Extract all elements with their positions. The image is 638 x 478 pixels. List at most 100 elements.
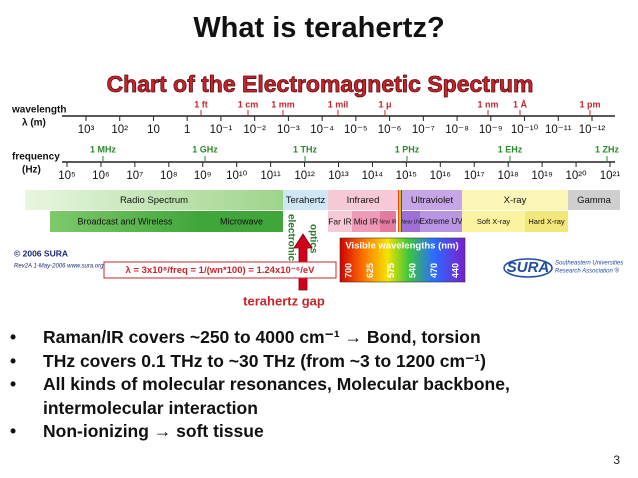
subband-label: Mid IR [354,216,379,226]
subband-label: Far IR [328,216,352,226]
subband-label: Broadcast and Wireless [77,216,173,226]
band-label: X-ray [504,195,527,206]
page-number: 3 [613,453,620,467]
chart-title: Chart of the Electromagnetic Spectrum [107,71,534,97]
visible-label: Visible wavelengths (nm) [345,241,458,252]
subband [402,211,420,232]
optics-label: optics [307,224,318,254]
formula-box [103,261,337,279]
subband [525,211,568,232]
wavelength-unit-name: 1 Å [513,99,528,109]
revision: Rev2A 1-May-2006 www.sura.org [14,264,104,270]
frequency-unit-name: 1 THz [293,144,318,154]
subband-label: Hard X-ray [528,217,565,226]
bands: Radio Spectrum Terahertz Infrared Ultraviol… [25,190,620,232]
subband [380,211,396,232]
gap-label: terahertz gap [243,293,325,308]
frequency-tick-label: 10⁵ [58,170,76,182]
wavelength-tick-label: 10⁻³ [277,124,300,136]
wavelength-tick-label: 10⁻⁶ [378,124,402,136]
band [283,190,328,210]
bullet: • Non-ionizing → soft tissue [10,420,570,444]
band-label: Ultraviolet [411,195,454,206]
subband-label: Near UV [401,219,421,225]
visible-value: 700 [343,263,353,278]
wavelength-tick-label: 10⁻⁷ [412,124,435,136]
bullet: • All kinds of molecular resonances, Mole… [10,373,570,420]
logo-swoosh [503,258,553,278]
wavelength-tick-label: 10⁻¹ [210,124,233,136]
logo-line: Southeastern Universities [555,261,623,267]
frequency-unit-name: 1 MHz [90,144,117,154]
frequency-tick-label: 10¹⁶ [430,170,452,182]
frequency-tick-label: 10¹⁸ [497,170,519,182]
band [328,190,398,210]
bullet-dot: • [10,421,17,441]
band [402,190,462,210]
visible-value: 575 [386,263,396,278]
frequency-tick-label: 10²¹ [600,170,621,182]
visible-values: 700 625 575 540 470 440 [343,263,460,278]
band [462,190,568,210]
visible-strip [398,190,402,232]
visible-box [339,237,466,283]
frequency-unit-name: 1 EHz [498,144,523,154]
subband-label: Soft X-ray [477,217,511,226]
frequency-tick-label: 10⁹ [194,170,212,182]
wavelength-unit-name: 1 ft [194,99,208,109]
frequency-tick-label: 10¹⁷ [464,170,485,182]
frequency-tick-label: 10¹⁵ [396,170,418,182]
visible-value: 625 [365,263,375,278]
band-label: Terahertz [286,195,326,206]
subband [200,211,283,232]
band-label: Radio Spectrum [120,195,188,206]
visible-value: 540 [408,263,418,278]
subband [420,211,462,232]
frequency-tick-label: 10¹⁴ [362,170,384,182]
wavelength-tick-label: 10² [111,124,128,136]
bullet: • Raman/IR covers ~250 to 4000 cm⁻¹ → Bon… [10,326,570,350]
wavelength-tick-label: 10³ [78,124,95,136]
slide-title: What is terahertz? [193,12,445,44]
frequency-tick-label: 10¹¹ [260,170,281,182]
bullet-text: Raman/IR covers ~250 to 4000 cm⁻¹ → Bond… [43,327,481,347]
frequency-tick-label: 10⁸ [160,170,178,182]
wavelength-tick-label: 10 [147,124,160,136]
visible-value: 470 [429,263,439,278]
wavelength-unit-name: 1 mm [271,99,295,109]
subband [352,211,380,232]
wavelength-unit-name: 1 μ [378,99,391,109]
wavelength-tick-label: 10⁻¹¹ [545,124,572,136]
frequency-tick-label: 10⁷ [126,170,143,182]
frequency-unit-name: 1 GHz [192,144,218,154]
wavelength-unit-name: 1 nm [477,99,498,109]
subband-label: Near IR [379,219,397,225]
frequency-tick-label: 10¹² [294,170,315,182]
bullet-text: Non-ionizing → soft tissue [43,421,264,441]
visible-value: 440 [450,263,460,278]
bullet-text: THz covers 0.1 THz to ~30 THz (from ~3 t… [43,350,486,371]
subband [462,211,525,232]
electronics-label: electronics [285,214,296,267]
wavelength-tick-label: 10⁻¹² [579,124,606,136]
frequency-unit-name: 1 PHz [395,144,420,154]
frequency-tick-label: 10¹⁰ [226,170,248,182]
bullet-dot: • [10,350,17,371]
bullet-dot: • [10,374,17,394]
wavelength-unit-name: 1 cm [238,99,259,109]
wavelength-unit-name: 1 mil [328,99,349,109]
spectrum-chart: Chart of the Electromagnetic Spectrum wa… [11,71,623,309]
bullet: • THz covers 0.1 THz to ~30 THz (from ~3 … [10,350,570,374]
bullet-dot: • [10,327,17,347]
formula: λ = 3x10⁸/freq = 1/(wn*100) = 1.24x10⁻⁶/… [126,265,316,276]
frequency-tick-label: 10²⁰ [565,170,587,182]
logo-line: Research Association ® [555,268,619,275]
band [568,190,620,210]
wavelength-tick-label: 10⁻¹⁰ [511,124,539,136]
wavelength-tick-label: 10⁻⁸ [445,124,469,136]
wavelength-tick-label: 10⁻⁹ [479,124,503,136]
subband-label: Extreme UV [419,217,463,226]
frequency-unit-name: 1 ZHz [595,144,620,154]
wavelength-tick-label: 1 [184,124,190,136]
